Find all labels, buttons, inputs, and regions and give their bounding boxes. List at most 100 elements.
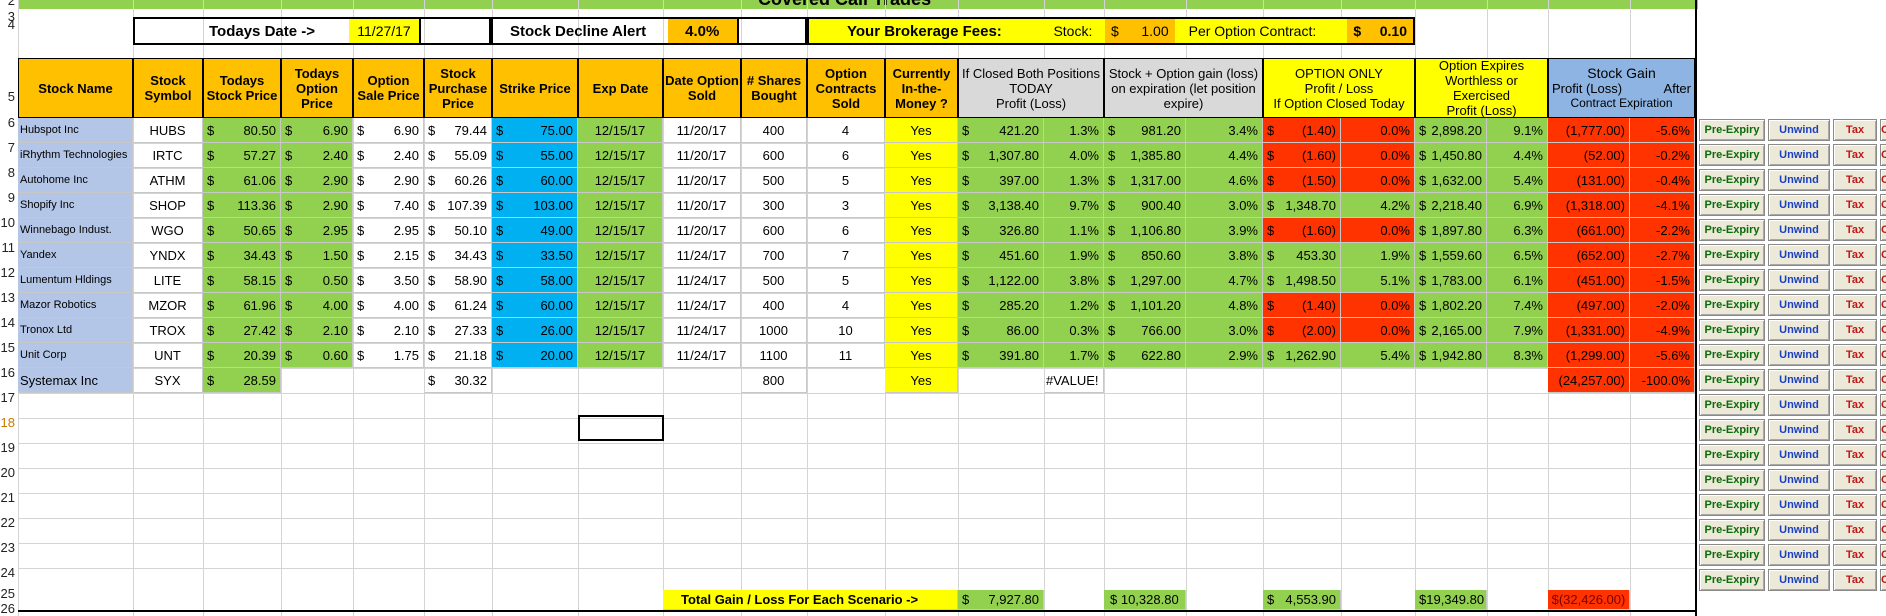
stock-symbol-cell[interactable]: HUBS (133, 118, 203, 143)
option-expires-cell[interactable]: $1,559.60 (1415, 243, 1487, 268)
option-only-cell[interactable]: $ (1.40) (1263, 293, 1341, 318)
currently-itm-cell[interactable]: Yes (885, 168, 958, 193)
todays-stock-price-cell[interactable]: $61.06 (203, 168, 281, 193)
stock-gain-pct-cell[interactable]: -1.5% (1630, 268, 1695, 293)
option-only-pct-cell[interactable]: 5.1% (1341, 268, 1415, 293)
closed-both-pct-cell[interactable]: 3.8% (1044, 268, 1104, 293)
stock-option-gain-pct-cell[interactable]: 3.4% (1186, 118, 1263, 143)
closed-both-pct-cell[interactable]: 1.1% (1044, 218, 1104, 243)
strike-price-cell[interactable]: $75.00 (492, 118, 578, 143)
stock-purchase-price-cell[interactable]: $50.10 (424, 218, 492, 243)
pre-expiry-button[interactable]: Pre-Expiry (1699, 144, 1765, 166)
todays-option-price-cell[interactable]: $2.90 (281, 193, 353, 218)
closed-both-cell[interactable]: $3,138.40 (958, 193, 1044, 218)
pre-expiry-button[interactable]: Pre-Expiry (1699, 119, 1765, 141)
shares-bought-cell[interactable]: 400 (741, 293, 807, 318)
stock-option-gain-pct-cell[interactable]: 4.8% (1186, 293, 1263, 318)
option-contracts-sold-cell[interactable]: 11 (807, 343, 885, 368)
pre-expiry-button[interactable]: Pre-Expiry (1699, 169, 1765, 191)
option-contracts-sold-cell[interactable]: 7 (807, 243, 885, 268)
option-only-pct-cell[interactable]: 0.0% (1341, 218, 1415, 243)
todays-stock-price-cell[interactable]: $80.50 (203, 118, 281, 143)
tax-button[interactable]: Tax (1833, 544, 1877, 566)
option-sale-price-cell[interactable]: $2.15 (353, 243, 424, 268)
todays-stock-price-cell[interactable]: $58.15 (203, 268, 281, 293)
stock-name-cell[interactable]: Hubspot Inc (18, 118, 133, 143)
row-number[interactable]: 19 (0, 440, 15, 455)
todays-stock-price-cell[interactable]: $50.65 (203, 218, 281, 243)
stock-option-gain-cell[interactable]: $1,317.00 (1104, 168, 1186, 193)
stock-name-cell[interactable]: iRhythm Technologies (18, 143, 133, 168)
unwind-button[interactable]: Unwind (1768, 144, 1830, 166)
pre-expiry-button[interactable]: Pre-Expiry (1699, 369, 1765, 391)
exp-date-cell[interactable]: 12/15/17 (578, 293, 663, 318)
option-expires-cell[interactable]: $1,632.00 (1415, 168, 1487, 193)
row-number[interactable]: 4 (7, 17, 15, 32)
todays-option-price-cell[interactable]: $2.40 (281, 143, 353, 168)
stock-option-gain-pct-cell[interactable]: 3.0% (1186, 318, 1263, 343)
option-expires-cell[interactable]: $2,898.20 (1415, 118, 1487, 143)
option-expires-pct-cell[interactable]: 7.4% (1487, 293, 1548, 318)
stock-name-cell[interactable]: Shopify Inc (18, 193, 133, 218)
row-number[interactable]: 6 (7, 115, 15, 130)
todays-stock-price-cell[interactable]: $61.96 (203, 293, 281, 318)
strike-price-cell[interactable]: $20.00 (492, 343, 578, 368)
closed-both-pct-cell[interactable]: 1.2% (1044, 293, 1104, 318)
closed-both-pct-cell[interactable]: 4.0% (1044, 143, 1104, 168)
option-only-pct-cell[interactable]: 1.9% (1341, 243, 1415, 268)
option-only-cell[interactable]: $453.30 (1263, 243, 1341, 268)
stock-symbol-cell[interactable]: UNT (133, 343, 203, 368)
stock-option-gain-cell[interactable]: $981.20 (1104, 118, 1186, 143)
strike-price-cell[interactable]: $60.00 (492, 168, 578, 193)
cut-off-button[interactable]: C (1880, 494, 1886, 516)
option-contracts-sold-cell[interactable]: 6 (807, 218, 885, 243)
option-expires-pct-cell[interactable]: 8.3% (1487, 343, 1548, 368)
stock-name-cell[interactable]: Unit Corp (18, 343, 133, 368)
stock-name-cell[interactable]: Lumentum Hldings (18, 268, 133, 293)
exp-date-cell[interactable]: 12/15/17 (578, 343, 663, 368)
stock-gain-cell[interactable]: (24,257.00) (1548, 368, 1630, 393)
option-sale-price-cell[interactable]: $7.40 (353, 193, 424, 218)
pre-expiry-button[interactable]: Pre-Expiry (1699, 494, 1765, 516)
stock-gain-cell[interactable]: (131.00) (1548, 168, 1630, 193)
row-number[interactable]: 10 (0, 215, 15, 230)
todays-option-price-cell[interactable]: $0.60 (281, 343, 353, 368)
shares-bought-cell[interactable]: 600 (741, 218, 807, 243)
cut-off-button[interactable]: C (1880, 244, 1886, 266)
stock-purchase-price-cell[interactable]: $55.09 (424, 143, 492, 168)
stock-gain-cell[interactable]: (661.00) (1548, 218, 1630, 243)
option-sale-price-cell[interactable]: $1.75 (353, 343, 424, 368)
currently-itm-cell[interactable]: Yes (885, 318, 958, 343)
shares-bought-cell[interactable]: 1100 (741, 343, 807, 368)
closed-both-pct-cell[interactable]: 9.7% (1044, 193, 1104, 218)
closed-both-cell[interactable]: $397.00 (958, 168, 1044, 193)
cut-off-button[interactable]: C (1880, 144, 1886, 166)
tax-button[interactable]: Tax (1833, 394, 1877, 416)
exp-date-cell[interactable]: 12/15/17 (578, 243, 663, 268)
row-number[interactable]: 13 (0, 290, 15, 305)
stock-symbol-cell[interactable]: SHOP (133, 193, 203, 218)
stock-name-cell[interactable]: Tronox Ltd (18, 318, 133, 343)
tax-button[interactable]: Tax (1833, 369, 1877, 391)
strike-price-cell[interactable]: $26.00 (492, 318, 578, 343)
row-number[interactable]: 3 (7, 9, 15, 24)
unwind-button[interactable]: Unwind (1768, 369, 1830, 391)
currently-itm-cell[interactable]: Yes (885, 118, 958, 143)
option-contracts-sold-cell[interactable]: 6 (807, 143, 885, 168)
stock-name-cell[interactable]: Systemax Inc (18, 368, 133, 393)
todays-option-price-cell[interactable]: $2.90 (281, 168, 353, 193)
stock-gain-pct-cell[interactable]: -100.0% (1630, 368, 1695, 393)
stock-option-gain-cell[interactable]: $622.80 (1104, 343, 1186, 368)
todays-stock-price-cell[interactable]: $27.42 (203, 318, 281, 343)
tax-button[interactable]: Tax (1833, 419, 1877, 441)
stock-purchase-price-cell[interactable]: $30.32 (424, 368, 492, 393)
shares-bought-cell[interactable]: 400 (741, 118, 807, 143)
shares-bought-cell[interactable]: 600 (741, 143, 807, 168)
decline-alert-value[interactable]: 4.0% (667, 19, 737, 43)
pre-expiry-button[interactable]: Pre-Expiry (1699, 244, 1765, 266)
option-only-pct-cell[interactable]: 0.0% (1341, 168, 1415, 193)
closed-both-pct-cell[interactable]: 1.3% (1044, 118, 1104, 143)
option-expires-cell[interactable]: $1,897.80 (1415, 218, 1487, 243)
stock-name-cell[interactable]: Mazor Robotics (18, 293, 133, 318)
pre-expiry-button[interactable]: Pre-Expiry (1699, 194, 1765, 216)
